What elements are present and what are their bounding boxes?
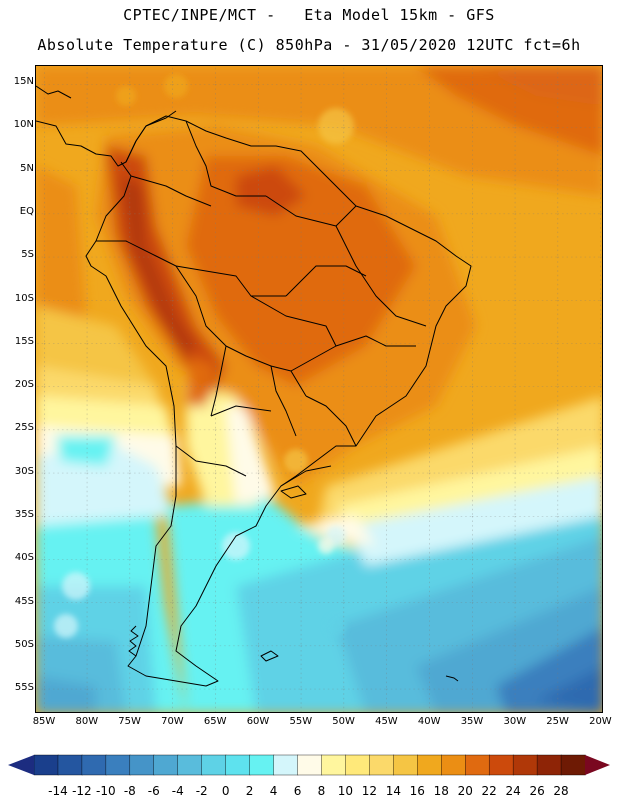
lat-label: 10N	[13, 119, 34, 131]
colorbar-cell	[441, 754, 466, 776]
colorbar-cell	[153, 754, 179, 776]
colorbar-cell	[81, 754, 107, 776]
colorbar-tick-label: 22	[481, 784, 497, 798]
colorbar-tick-label: -4	[171, 784, 184, 798]
lon-label: 85W	[32, 716, 56, 727]
lat-label: 35S	[14, 509, 34, 520]
lat-label: 50S	[14, 638, 34, 650]
lon-label: 20W	[589, 716, 612, 727]
colorbar-tick-label: 20	[457, 784, 473, 798]
lat-label: 10S	[14, 292, 34, 304]
lat-label: EQ	[19, 205, 34, 217]
colorbar-cell	[105, 754, 131, 776]
lat-label: 20S	[14, 379, 34, 391]
lon-label: 55W	[289, 716, 313, 727]
colorbar-tick-label: 12	[361, 784, 378, 798]
colorbar-tick-label: 14	[385, 784, 401, 798]
temperature-map	[36, 66, 602, 712]
lat-label: 45S	[14, 595, 34, 607]
colorbar-tick-label: 0	[221, 784, 230, 798]
colorbar-cell	[417, 754, 442, 776]
colorbar-cell	[536, 754, 562, 776]
lon-label: 35W	[460, 716, 484, 727]
lon-label: 80W	[75, 716, 99, 727]
colorbar-cell	[321, 754, 347, 776]
colorbar-arrow-left	[8, 755, 34, 775]
colorbar-tick-label: 16	[409, 784, 425, 798]
coastlines	[36, 85, 472, 687]
colorbar-tick-label: 24	[505, 784, 521, 798]
colorbar-tick-label: 28	[553, 784, 569, 798]
colorbar-cell	[465, 754, 490, 776]
colorbar-tick-label: 26	[529, 784, 545, 798]
colorbar-cell	[57, 754, 83, 776]
colorbar-cell	[33, 754, 59, 776]
colorbar-tick-label: 10	[337, 784, 354, 798]
colorbar-tick-label: 2	[245, 784, 254, 798]
colorbar-cell	[488, 754, 514, 776]
lon-label: 30W	[503, 716, 527, 727]
lon-label: 40W	[417, 716, 441, 727]
lat-label: 30S	[14, 465, 34, 477]
colorbar-tick-label: -12	[72, 784, 92, 798]
colorbar-cell	[273, 754, 299, 776]
lon-label: 25W	[546, 716, 569, 727]
colorbar-cell	[560, 754, 586, 776]
lon-label: 65W	[203, 716, 227, 727]
colorbar-cell	[225, 754, 251, 776]
map-panel	[35, 65, 603, 713]
lon-label: 45W	[375, 716, 398, 727]
lon-label: 50W	[332, 716, 355, 727]
lat-label: 15S	[14, 335, 34, 347]
map-title-line1: CPTEC/INPE/MCT - Eta Model 15km - GFS	[123, 6, 495, 24]
colorbar	[8, 754, 610, 776]
colorbar-cell	[512, 754, 538, 776]
colorbar-cell	[297, 754, 323, 776]
colorbar-cell	[249, 754, 275, 776]
colorbar-tick-label: 4	[269, 784, 278, 798]
colorbar-cell	[129, 754, 155, 776]
colorbar-cell	[393, 754, 419, 776]
colorbar-tick-label: 18	[433, 784, 449, 798]
colorbar-cell	[369, 754, 395, 776]
colorbar-tick-label: -10	[96, 784, 116, 798]
lat-label: 5S	[21, 249, 34, 261]
colorbar-tick-label: -8	[123, 784, 136, 798]
colorbar-cell	[177, 754, 203, 776]
lon-label: 60W	[246, 716, 270, 727]
colorbar-cell	[201, 754, 227, 776]
colorbar-tick-label: -2	[195, 784, 208, 798]
lat-label: 5N	[20, 162, 34, 174]
colorbar-cells	[33, 754, 586, 776]
lat-label: 40S	[14, 552, 34, 564]
colorbar-tick-label: 6	[293, 784, 302, 798]
lon-label: 70W	[161, 716, 184, 727]
colorbar-tick-label: -6	[147, 784, 160, 798]
lat-label: 25S	[14, 422, 34, 434]
graticule	[36, 66, 602, 712]
lat-label: 55S	[14, 682, 34, 694]
map-title-line2: Absolute Temperature (C) 850hPa - 31/05/…	[37, 36, 581, 54]
colorbar-tick-label: 8	[317, 784, 326, 798]
colorbar-tick-label: -14	[48, 784, 68, 798]
colorbar-cell	[345, 754, 371, 776]
colorbar-arrow-right	[585, 755, 610, 775]
lon-label: 75W	[118, 716, 141, 727]
lat-label: 15N	[13, 76, 34, 87]
